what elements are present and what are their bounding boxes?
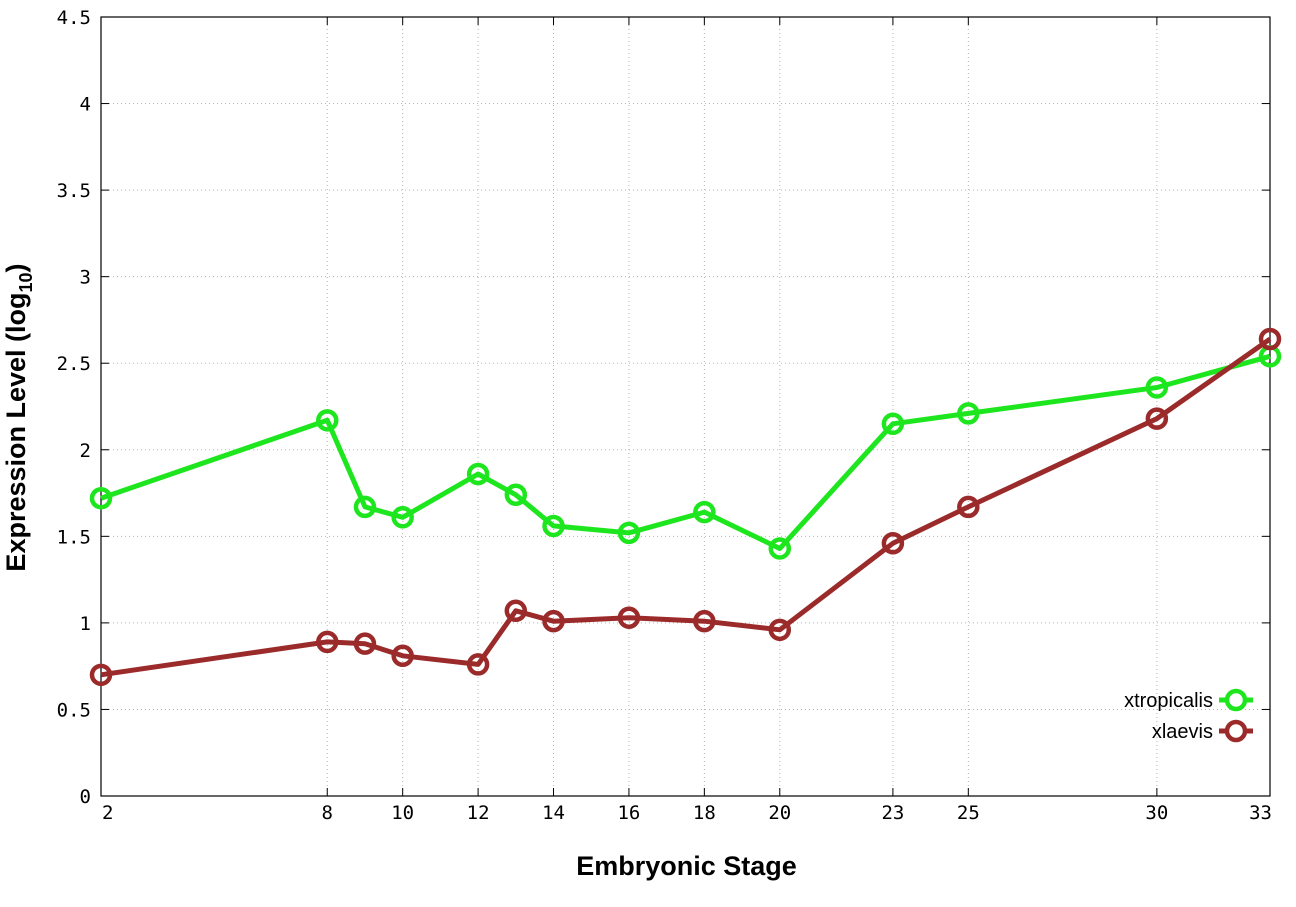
xlaevis-point <box>1145 407 1169 430</box>
xlaevis-point <box>391 644 414 668</box>
xtropicalis-point <box>542 514 565 538</box>
y-axis-title-close: ) <box>1 263 31 272</box>
xlaevis-line <box>100 336 1272 678</box>
x-axis-title: Embryonic Stage <box>576 851 797 881</box>
y-tick-label: 0 <box>80 786 91 808</box>
y-tick-label: 2 <box>80 440 91 462</box>
xtropicalis-point <box>617 521 641 545</box>
xlaevis-point <box>768 618 792 642</box>
xtropicalis-point <box>1145 376 1169 399</box>
y-axis-title-subscript: 10 <box>16 272 36 292</box>
legend: xtropicalis xlaevis <box>1124 688 1253 743</box>
y-axis-ticks: 0 0.5 1 1.5 2 2.5 3 3.5 4 4.5 <box>57 7 1270 808</box>
legend-label: xlaevis <box>1152 721 1213 743</box>
x-tick-label: 8 <box>322 802 333 824</box>
y-tick-label: 1 <box>80 613 91 635</box>
series <box>89 327 1282 687</box>
x-tick-label: 2 <box>102 802 113 824</box>
grid <box>101 17 1270 796</box>
xlaevis-point <box>89 663 113 687</box>
xlaevis-point <box>466 653 490 676</box>
xtropicalis-point <box>504 483 528 507</box>
xlaevis-point <box>881 532 905 555</box>
xtropicalis-point <box>89 486 113 510</box>
xtropicalis-point <box>353 495 377 519</box>
y-tick-label: 3 <box>80 267 91 289</box>
legend-label: xtropicalis <box>1124 690 1213 712</box>
x-tick-label: 14 <box>542 802 565 824</box>
x-tick-label: 33 <box>1249 802 1272 824</box>
xtropicalis-point <box>391 506 414 529</box>
xtropicalis-point <box>881 412 905 436</box>
xlaevis-point <box>957 495 980 519</box>
x-tick-label: 18 <box>693 802 716 824</box>
y-tick-label: 4 <box>80 94 91 116</box>
xtropicalis-line <box>100 353 1271 551</box>
y-axis-title: Expression Level (log10) <box>1 263 36 571</box>
xlaevis-point <box>617 606 641 629</box>
xtropicalis-point <box>466 462 490 486</box>
y-axis-title-main: Expression Level (log <box>1 292 31 571</box>
legend-swatch-marker <box>1224 688 1248 712</box>
xtropicalis-point <box>693 500 716 524</box>
xlaevis-point <box>693 609 716 633</box>
x-tick-label: 20 <box>768 802 791 824</box>
xlaevis-point <box>1258 327 1282 351</box>
plot-frame <box>100 16 1271 797</box>
x-tick-label: 30 <box>1145 802 1168 824</box>
x-tick-label: 23 <box>881 802 904 824</box>
x-tick-label: 12 <box>467 802 490 824</box>
x-tick-label: 10 <box>391 802 414 824</box>
xlaevis-point <box>316 630 339 654</box>
y-tick-label: 4.5 <box>57 7 91 29</box>
xtropicalis-point <box>957 402 980 425</box>
xlaevis-point <box>504 599 528 623</box>
xtropicalis-point <box>316 409 339 432</box>
x-tick-label: 25 <box>957 802 980 824</box>
y-tick-label: 1.5 <box>57 526 91 548</box>
x-tick-label: 16 <box>617 802 640 824</box>
legend-swatch-marker <box>1224 719 1248 743</box>
y-tick-label: 3.5 <box>57 180 91 202</box>
xlaevis-point <box>353 632 377 655</box>
y-tick-label: 2.5 <box>57 353 91 375</box>
x-axis-ticks: 2 8 10 12 14 16 18 20 23 25 30 33 <box>100 17 1272 824</box>
xlaevis-point <box>542 609 565 633</box>
xtropicalis-point <box>768 537 792 560</box>
y-tick-label: 0.5 <box>57 699 91 721</box>
